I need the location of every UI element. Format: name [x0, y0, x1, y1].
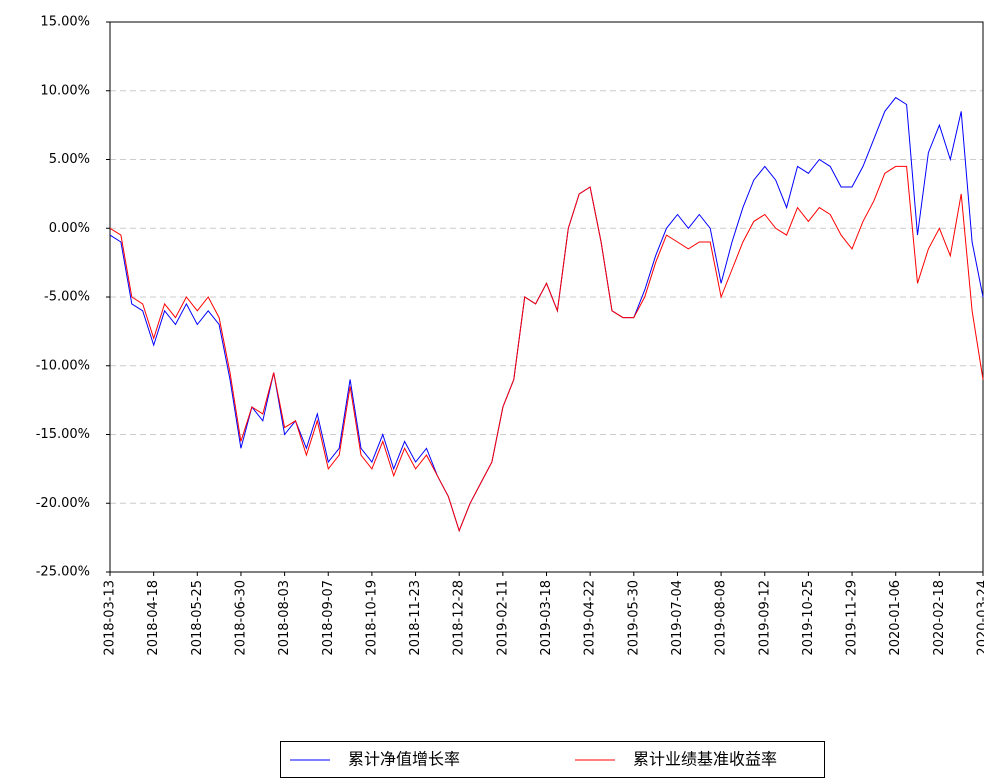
x-tick-label: 2018-06-30	[233, 580, 248, 656]
x-tick-label: 2018-11-23	[408, 580, 423, 656]
y-tick-label: -20.00%	[36, 496, 90, 511]
x-tick-label: 2019-11-29	[845, 580, 860, 656]
x-tick-label: 2019-08-08	[714, 580, 729, 656]
legend-label: 累计业绩基准收益率	[633, 750, 777, 769]
y-tick-label: 10.00%	[40, 83, 90, 98]
y-tick-label: 5.00%	[49, 152, 90, 167]
x-tick-label: 2019-10-25	[801, 580, 816, 656]
x-tick-label: 2019-04-22	[583, 580, 598, 656]
x-tick-label: 2019-05-30	[626, 580, 641, 656]
x-tick-label: 2019-02-11	[495, 580, 510, 656]
y-tick-label: 0.00%	[49, 221, 90, 236]
y-tick-label: -10.00%	[36, 358, 90, 373]
x-tick-label: 2020-03-24	[976, 580, 984, 656]
x-tick-label: 2018-10-19	[364, 580, 379, 656]
series-line	[109, 165, 984, 533]
y-tick-label: -5.00%	[44, 290, 90, 305]
x-tick-label: 2018-09-07	[321, 580, 336, 656]
x-tick-label: 2020-01-06	[888, 580, 903, 656]
y-tick-label: -25.00%	[36, 565, 90, 580]
x-tick-label: 2019-07-04	[670, 580, 685, 656]
y-tick-label: 15.00%	[40, 15, 90, 30]
x-tick-label: 2018-12-28	[452, 580, 467, 656]
x-tick-label: 2018-04-18	[146, 580, 161, 656]
x-tick-label: 2018-05-25	[190, 580, 205, 656]
x-tick-label: 2019-09-12	[757, 580, 772, 656]
y-tick-label: -15.00%	[36, 427, 90, 442]
x-tick-label: 2020-02-18	[932, 580, 947, 656]
x-tick-label: 2018-08-03	[277, 580, 292, 656]
series-line	[109, 96, 984, 533]
x-tick-label: 2018-03-13	[103, 580, 118, 656]
legend-label: 累计净值增长率	[348, 750, 460, 769]
legend-box	[280, 741, 825, 778]
x-tick-label: 2019-03-18	[539, 580, 554, 656]
